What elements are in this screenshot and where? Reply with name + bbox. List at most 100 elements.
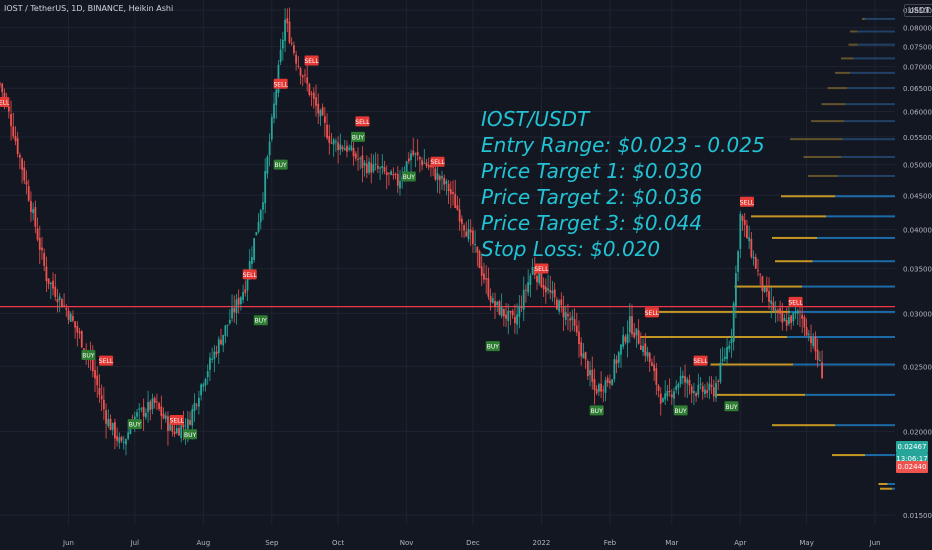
candle-body xyxy=(337,142,340,151)
candle-body xyxy=(164,415,167,420)
candle-body xyxy=(712,387,715,397)
candle-body xyxy=(531,267,534,275)
x-tick-label: Sep xyxy=(265,539,279,547)
candle-body xyxy=(306,77,309,84)
signal-label: SELL xyxy=(645,310,660,317)
candle-body xyxy=(500,306,503,317)
signal-label: SELL xyxy=(304,58,319,65)
candle-body xyxy=(156,401,158,403)
signal-label: BUY xyxy=(591,408,604,415)
volume-profile-down-bar xyxy=(827,87,847,90)
annotation-line: Price Target 2: $0.036 xyxy=(481,185,703,209)
candle-body xyxy=(801,314,804,319)
currency-button[interactable]: USDT xyxy=(904,4,932,17)
candle-body xyxy=(690,386,693,394)
candle-body xyxy=(100,395,103,400)
candle-body xyxy=(478,251,481,268)
candle-body xyxy=(16,138,19,154)
candle-body xyxy=(405,161,408,174)
candle-body xyxy=(498,301,501,315)
candle-body xyxy=(651,362,653,366)
candle-body xyxy=(779,308,781,314)
candle-body xyxy=(741,216,744,221)
candle-body xyxy=(427,164,430,168)
symbol-title[interactable]: IOST / TetherUS, 1D, BINANCE, Heikin Ash… xyxy=(4,4,174,13)
y-tick-label: 0.06000 xyxy=(903,109,932,117)
buy-signal-badge xyxy=(253,315,268,326)
signal-label: BUY xyxy=(275,162,288,169)
candle-body xyxy=(412,150,415,156)
candle-body xyxy=(69,313,72,322)
candle-body xyxy=(200,384,202,396)
sell-signal-badge xyxy=(534,263,549,274)
candle-body xyxy=(193,403,196,412)
candle-body xyxy=(772,302,775,311)
candle-body xyxy=(818,359,821,361)
candle-body xyxy=(25,181,28,185)
candle-body xyxy=(803,317,806,328)
candle-body xyxy=(507,310,510,322)
candle-body xyxy=(737,251,739,272)
candle-body xyxy=(436,173,439,180)
candle-body xyxy=(770,300,773,304)
candle-body xyxy=(297,65,300,67)
candle-body xyxy=(580,342,583,357)
candle-body xyxy=(266,156,269,174)
candle-body xyxy=(458,209,461,222)
volume-profile-down-bar xyxy=(715,393,805,396)
candle-body xyxy=(147,402,149,413)
candle-body xyxy=(708,383,711,391)
volume-profile-down-bar xyxy=(655,310,790,313)
candle-body xyxy=(639,345,642,350)
candle-body xyxy=(792,312,795,322)
x-tick-label: Dec xyxy=(466,539,480,547)
signal-label: SELL xyxy=(693,358,708,365)
last-price-tag: 0.02467 xyxy=(896,441,928,453)
candle-body xyxy=(693,391,695,394)
volume-profile-up-bar xyxy=(812,260,895,263)
candle-body xyxy=(222,334,225,346)
candle-body xyxy=(483,273,485,280)
candle-body xyxy=(284,19,286,41)
volume-profile-down-bar xyxy=(850,30,858,33)
candle-body xyxy=(633,332,636,338)
candle-body xyxy=(18,154,21,158)
candle-body xyxy=(346,145,348,152)
candle-body xyxy=(217,339,220,354)
candle-body xyxy=(204,378,207,386)
candle-body xyxy=(644,343,647,356)
candle-body xyxy=(710,384,713,387)
candle-body xyxy=(732,303,735,342)
candle-body xyxy=(144,412,147,418)
candle-body xyxy=(374,163,377,165)
x-tick-label: 2022 xyxy=(533,539,551,547)
candle-body xyxy=(768,291,770,302)
candle-body xyxy=(668,390,671,392)
candle-body xyxy=(335,141,337,143)
volume-profile-up-bar xyxy=(817,236,895,239)
volume-profile-up-bar xyxy=(865,454,895,457)
annotation-line: Price Target 1: $0.030 xyxy=(481,159,703,183)
candle-body xyxy=(178,428,180,436)
candle-body xyxy=(105,410,107,424)
candle-body xyxy=(304,74,306,76)
candle-body xyxy=(584,352,587,360)
candle-body xyxy=(226,324,229,326)
candle-body xyxy=(575,325,578,333)
candle-body xyxy=(673,391,675,399)
candle-body xyxy=(761,276,764,291)
candle-body xyxy=(785,319,788,326)
candle-body xyxy=(544,286,547,293)
candle-body xyxy=(438,175,441,181)
candle-body xyxy=(467,228,470,240)
candle-body xyxy=(233,308,236,313)
candle-body xyxy=(167,416,169,432)
candle-body xyxy=(781,312,784,323)
candle-body xyxy=(175,428,178,434)
candle-body xyxy=(396,173,399,186)
candle-body xyxy=(191,409,194,426)
candle-body xyxy=(774,309,777,311)
candle-body xyxy=(158,403,161,409)
x-tick-label: Apr xyxy=(734,539,746,547)
